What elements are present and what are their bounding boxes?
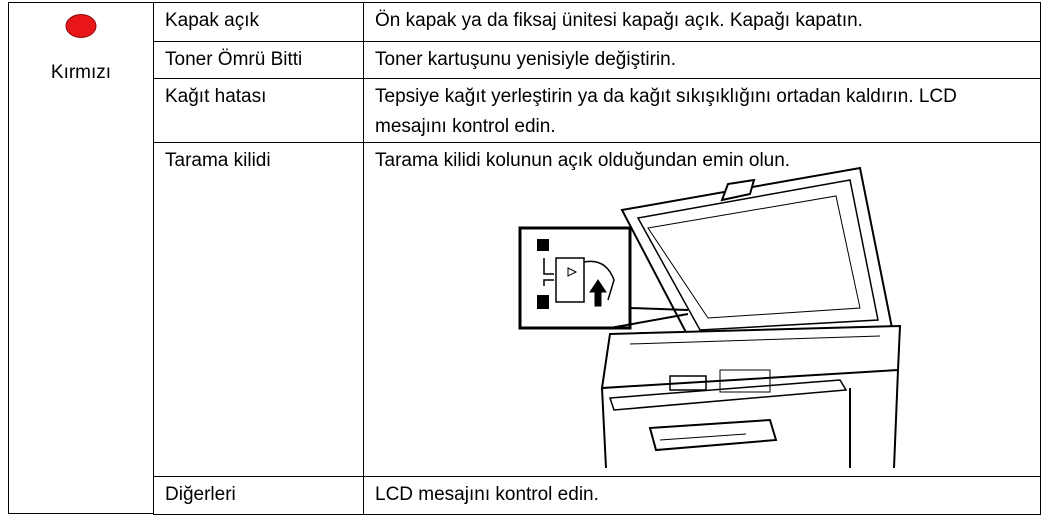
scanner-illustration	[518, 166, 902, 469]
status-label: Kırmızı	[50, 62, 112, 83]
condition-label: Toner Ömrü Bitti	[165, 49, 303, 70]
action-text: Tarama kilidi kolunun açık olduğundan em…	[375, 150, 791, 171]
table-cell	[363, 476, 1041, 515]
action-text: LCD mesajını kontrol edin.	[375, 484, 599, 505]
action-text: Toner kartuşunu yenisiyle değiştirin.	[375, 49, 676, 70]
condition-label: Kağıt hatası	[165, 86, 267, 107]
action-text: Ön kapak ya da fiksaj ünitesi kapağı açı…	[375, 10, 863, 31]
condition-label: Kapak açık	[165, 10, 259, 31]
table-cell	[153, 142, 364, 477]
action-text: Tepsiye kağıt yerleştirin ya da kağıt sı…	[375, 86, 957, 137]
condition-label: Diğerleri	[165, 484, 236, 505]
condition-label: Tarama kilidi	[165, 150, 271, 171]
red-led-icon	[65, 14, 97, 38]
